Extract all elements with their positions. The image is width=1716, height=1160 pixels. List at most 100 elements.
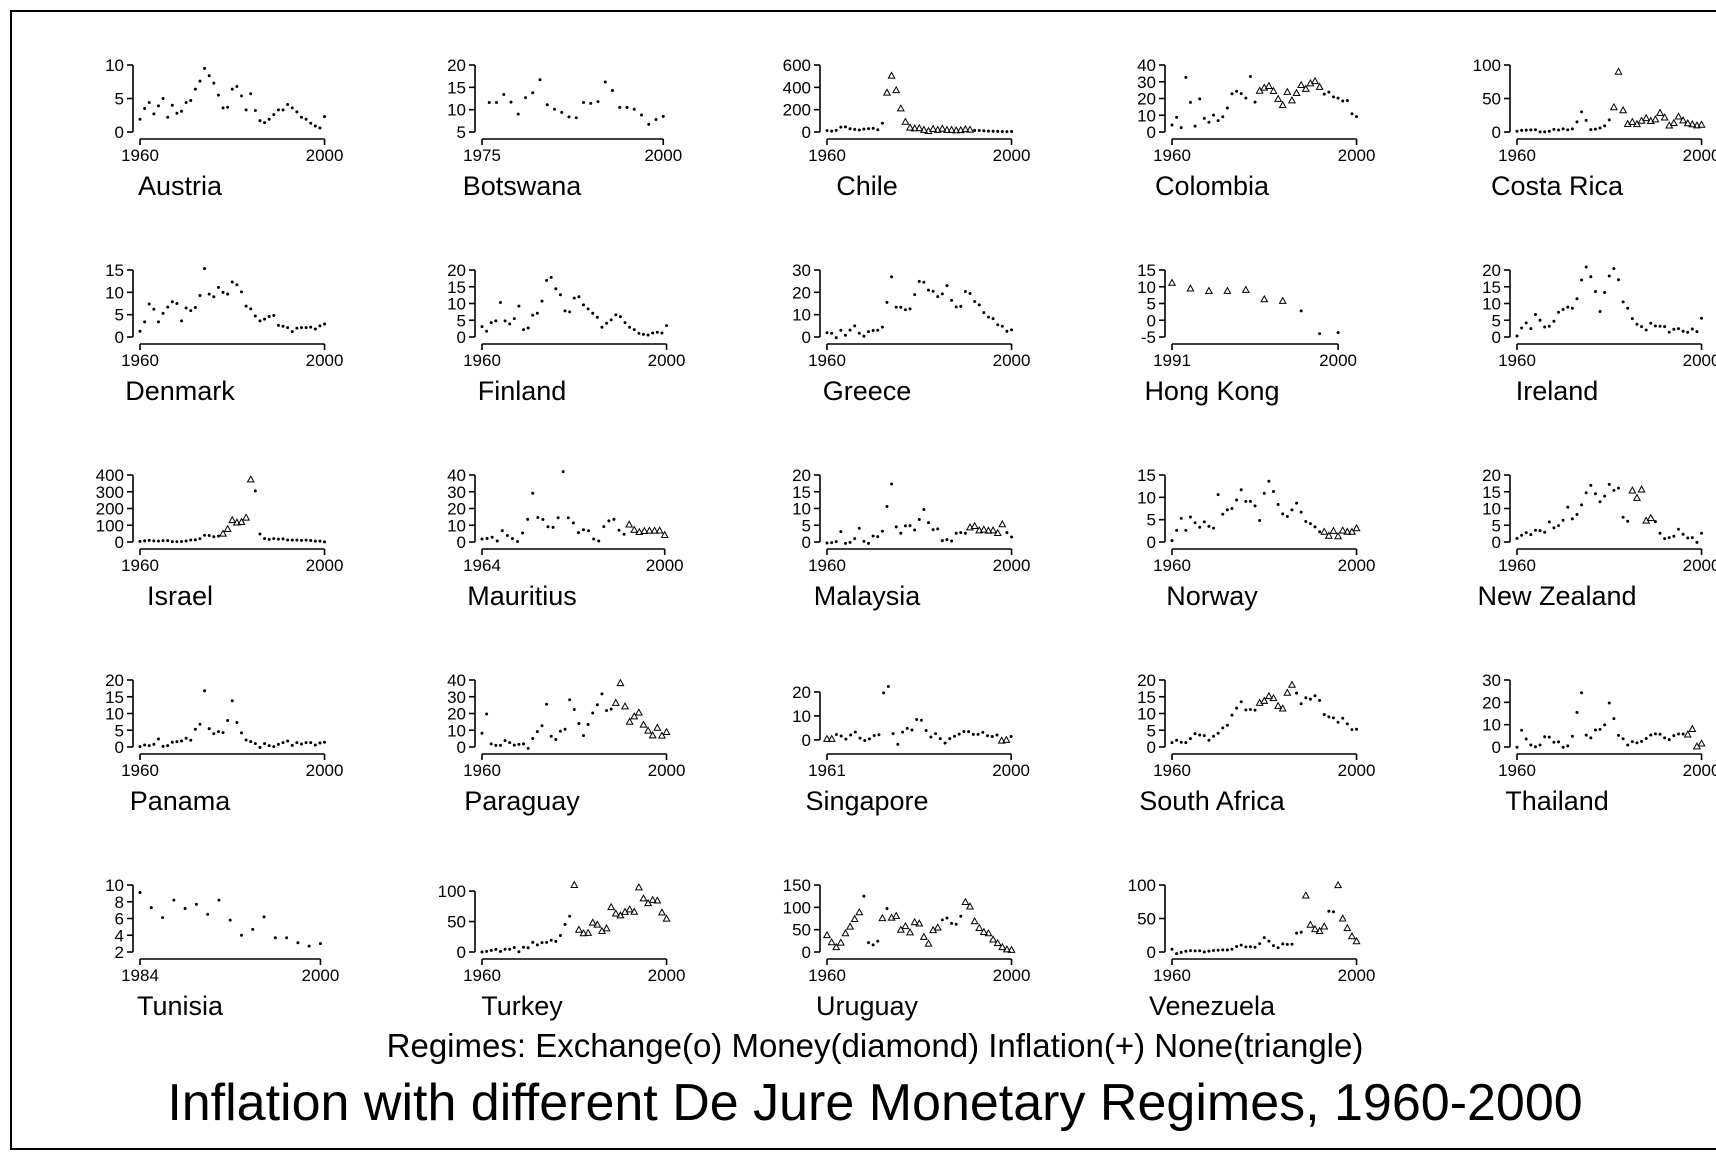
data-point	[540, 941, 544, 945]
data-point	[1570, 306, 1574, 310]
data-point	[1304, 519, 1308, 523]
data-point	[1308, 697, 1312, 701]
data-point	[587, 529, 591, 533]
data-point-none	[1697, 120, 1706, 128]
data-point	[138, 745, 142, 749]
data-point	[871, 943, 875, 947]
y-tick-label: 10	[792, 707, 811, 726]
y-tick-label: 20	[447, 56, 466, 75]
data-point	[318, 324, 322, 328]
data-point	[915, 717, 919, 721]
data-point	[480, 731, 484, 735]
data-point	[531, 736, 535, 740]
panel-title: Hong Kong	[1144, 376, 1279, 406]
data-point-none	[640, 526, 649, 535]
data-point	[830, 541, 834, 545]
data-point-none	[1646, 513, 1655, 521]
data-point	[1598, 126, 1602, 130]
data-point	[1267, 939, 1271, 943]
x-tick-label: 2000	[306, 556, 344, 575]
data-point	[1667, 738, 1671, 742]
data-point	[1547, 129, 1551, 133]
data-point	[1607, 701, 1611, 705]
data-point	[1520, 728, 1524, 732]
y-tick-label: 20	[447, 705, 466, 724]
data-point	[1649, 321, 1653, 325]
data-point	[1589, 483, 1593, 487]
data-point	[1188, 949, 1192, 953]
y-tick-label: 50	[792, 921, 811, 940]
data-point	[1584, 733, 1588, 737]
data-point	[848, 328, 852, 332]
data-point	[1543, 130, 1547, 134]
y-tick-label: 10	[105, 283, 124, 302]
data-point	[1336, 96, 1340, 100]
data-point	[1626, 743, 1630, 747]
data-point	[825, 129, 829, 133]
data-point	[576, 531, 580, 535]
y-tick-label: 20	[1482, 261, 1501, 280]
data-point	[290, 106, 294, 110]
data-point-none	[1632, 119, 1642, 128]
data-point	[890, 482, 894, 486]
y-tick-label: 10	[105, 56, 124, 75]
data-point	[500, 529, 504, 533]
data-point	[184, 539, 188, 543]
data-point	[143, 743, 147, 747]
data-point	[1538, 743, 1542, 747]
data-point	[1533, 128, 1537, 132]
data-point-none	[850, 914, 859, 923]
data-point	[221, 290, 225, 294]
y-tick-label: 10	[447, 516, 466, 535]
data-point	[1617, 733, 1620, 737]
data-point	[1607, 274, 1611, 278]
data-point	[1676, 327, 1680, 331]
data-point-none	[1343, 527, 1352, 535]
data-point-none	[1338, 914, 1347, 922]
data-point	[522, 328, 526, 332]
data-point	[1575, 120, 1579, 124]
data-point	[1318, 530, 1322, 534]
y-tick-label: 20	[1137, 671, 1156, 690]
data-point	[572, 707, 576, 711]
data-point	[982, 311, 986, 315]
data-point	[212, 81, 216, 85]
data-point-none	[1614, 67, 1623, 75]
data-point	[1621, 515, 1625, 519]
panel-title: Panama	[130, 786, 232, 816]
data-point	[1235, 498, 1239, 502]
data-point	[1538, 529, 1542, 533]
panel-title: Mauritius	[467, 581, 577, 611]
data-point	[894, 305, 898, 309]
panel-venezuela: 0 50 100 1960 2000 Venezuela	[1128, 876, 1376, 1021]
data-point	[1295, 501, 1299, 505]
chart-title: Inflation with different De Jure Monetar…	[167, 1074, 1582, 1132]
data-point	[1198, 733, 1202, 737]
data-point	[936, 295, 940, 299]
data-point	[967, 730, 971, 734]
data-point	[968, 291, 972, 295]
data-point	[971, 732, 975, 736]
data-point	[1700, 531, 1704, 535]
data-point	[1212, 734, 1216, 738]
data-point	[876, 328, 880, 332]
data-point-none	[1679, 116, 1688, 124]
y-tick-label: 4	[115, 926, 124, 945]
data-point	[1593, 127, 1597, 131]
data-point	[1216, 119, 1220, 123]
x-tick-label: 1960	[1498, 146, 1536, 165]
panel-greece: 0 10 20 30 1960 2000 Greece	[792, 261, 1030, 406]
data-point	[1529, 327, 1533, 331]
data-point-none	[970, 916, 979, 925]
data-point	[494, 319, 498, 323]
data-point-none	[1278, 704, 1287, 712]
data-point	[1529, 743, 1533, 747]
data-point	[1520, 128, 1524, 132]
data-point-none	[1274, 701, 1283, 709]
data-point	[258, 319, 262, 323]
data-point	[917, 518, 921, 522]
panel-thailand: 0 10 20 30 1960 2000 Thailand	[1482, 671, 1716, 816]
data-point	[1580, 691, 1584, 695]
panel-title: Singapore	[805, 786, 928, 816]
